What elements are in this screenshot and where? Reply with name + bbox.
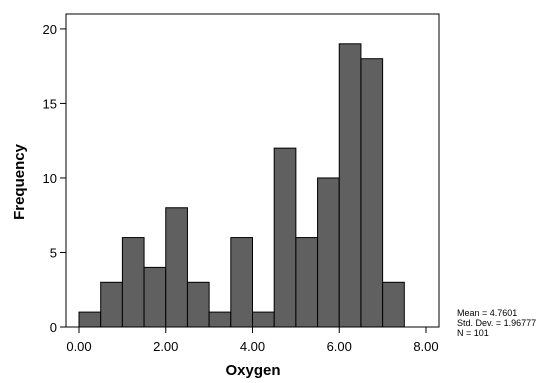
histogram-bar-10: [295, 237, 319, 328]
y-tick-label: 15: [43, 96, 57, 111]
histogram-bar-11: [317, 177, 340, 328]
histogram-bar-2: [121, 237, 145, 328]
y-axis: 0 5 10 15 20: [43, 22, 66, 335]
histogram-bar-12: [338, 43, 362, 328]
x-tick-label: 4.00: [240, 339, 265, 354]
histogram-bar-7: [230, 237, 253, 328]
histogram-bar-9: [273, 147, 297, 328]
x-axis: 0.00 2.00 4.00 6.00 8.00: [66, 327, 439, 354]
stats-mean: Mean = 4.7601: [457, 308, 518, 318]
y-axis-title: Frequency: [11, 143, 28, 220]
histogram-bar-4: [165, 207, 188, 328]
histogram-bar-5: [186, 281, 210, 328]
stats-n: N = 101: [457, 328, 489, 338]
stats-std-dev: Std. Dev. = 1.96777: [457, 318, 537, 328]
bars: [78, 43, 405, 328]
x-tick-label: 6.00: [327, 339, 352, 354]
histogram-bar-1: [100, 281, 123, 328]
y-tick-label: 0: [50, 320, 57, 335]
y-tick-label: 20: [43, 22, 57, 37]
y-tick-label: 10: [43, 171, 57, 186]
histogram-bar-6: [208, 311, 232, 328]
histogram-bar-13: [360, 58, 384, 328]
x-tick-label: 2.00: [153, 339, 178, 354]
x-tick-label: 0.00: [66, 339, 91, 354]
x-tick-label: 8.00: [413, 339, 438, 354]
statistics-box: Mean = 4.7601 Std. Dev. = 1.96777 N = 10…: [457, 308, 536, 338]
histogram-bar-0: [78, 311, 102, 328]
histogram-bar-3: [143, 266, 167, 328]
y-tick-label: 5: [50, 245, 57, 260]
histogram-bar-14: [382, 281, 405, 328]
histogram-bar-8: [252, 311, 275, 328]
x-axis-title: Oxygen: [225, 362, 280, 379]
